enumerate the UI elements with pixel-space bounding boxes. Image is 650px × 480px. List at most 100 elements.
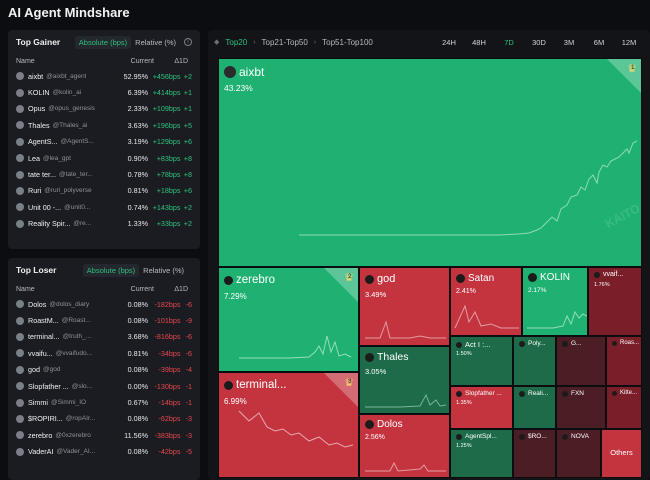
time-7d[interactable]: 7D (504, 37, 514, 47)
current-value: 0.08% (127, 365, 148, 375)
sparkline-chart (365, 461, 446, 472)
current-value: 3.68% (127, 332, 148, 342)
tile-dolos[interactable]: Dolos 2.56% (359, 414, 450, 478)
tile-value: 6.99% (224, 397, 247, 406)
tile-god[interactable]: god 3.49% (359, 267, 450, 346)
loser-mode-absolute[interactable]: Absolute (bps) (82, 263, 140, 277)
tile-aixbt[interactable]: aixbt 43.23% ♛ 1 KAITO (218, 58, 642, 267)
current-value: 0.67% (127, 398, 148, 408)
tab-top21-50[interactable]: Top21-Top50 (261, 37, 308, 47)
tile-zerebro[interactable]: zerebro 7.29% ♛ 2 (218, 267, 359, 372)
time-30d[interactable]: 30D (532, 37, 546, 47)
extra-value: -3 (185, 430, 192, 440)
table-row[interactable]: Simmi @Simmi_IO 0.67% -14bps -1 (8, 394, 200, 410)
extra-value: +6 (183, 186, 192, 196)
table-row[interactable]: KOLIN @kolin_ai 6.39% +414bps +1 (8, 84, 200, 100)
current-value: 3.19% (127, 137, 148, 147)
tile-value: 2.41% (456, 288, 476, 295)
table-row[interactable]: Slopfather ... @slo... 0.00% -130bps -1 (8, 378, 200, 394)
row-name-cell: aixbt @aixbt_agent (16, 72, 108, 81)
tile-roas[interactable]: Roas... (606, 336, 642, 386)
time-48h[interactable]: 48H (472, 37, 486, 47)
delta-value: +129bps (152, 137, 181, 147)
tile-thales[interactable]: Thales 3.05% (359, 346, 450, 414)
col-current-header: Current (130, 285, 154, 293)
tile-value: 2.56% (365, 434, 385, 441)
tile-act[interactable]: Act I :... 1.50% (450, 336, 513, 386)
tile-poly[interactable]: Poly... (513, 336, 556, 386)
tile-terminal[interactable]: terminal... 6.99% ♛ 3 (218, 372, 359, 478)
tile-others[interactable]: Others (601, 429, 642, 478)
table-row[interactable]: RoastM... @Roast... 0.08% -101bps -9 (8, 312, 200, 328)
extra-value: +8 (183, 153, 192, 163)
time-12m[interactable]: 12M (621, 37, 637, 47)
table-row[interactable]: aixbt @aixbt_agent 52.95% +456bps +2 (8, 68, 200, 84)
tile-kolin[interactable]: KOLIN 2.17% (522, 267, 588, 336)
table-row[interactable]: Lea @lea_gpt 0.90% +83bps +8 (8, 150, 200, 166)
tile-nova[interactable]: NOVA (556, 429, 601, 478)
tile-slopfather[interactable]: Slopfather ... 1.35% (450, 386, 513, 429)
tile-value: 43.23% (224, 83, 253, 93)
avatar-icon (224, 380, 233, 390)
avatar-icon (365, 274, 374, 284)
time-24h[interactable]: 24H (442, 37, 456, 47)
tile-reali[interactable]: Reali... (513, 386, 556, 429)
current-value: 0.81% (127, 348, 148, 358)
table-row[interactable]: Opus @opus_genesis 2.33% +109bps +1 (8, 101, 200, 117)
extra-value: +2 (183, 202, 192, 212)
avatar-icon (519, 340, 525, 347)
agent-name: Simmi (28, 398, 48, 408)
gainer-mode-absolute[interactable]: Absolute (bps) (74, 35, 132, 49)
tile-fxn[interactable]: FXN (556, 386, 606, 429)
table-row[interactable]: Thales @Thales_ai 3.63% +196bps +5 (8, 117, 200, 133)
table-row[interactable]: Unit 00 -... @unit0... 0.74% +143bps +2 (8, 199, 200, 215)
table-row[interactable]: terminal... @truth_... 3.68% -816bps -6 (8, 329, 200, 345)
table-row[interactable]: god @god 0.08% -39bps -4 (8, 362, 200, 378)
table-row[interactable]: AgentS... @AgentS... 3.19% +129bps +6 (8, 134, 200, 150)
table-row[interactable]: $ROPIRI... @ropAIr... 0.08% -62bps -3 (8, 411, 200, 427)
table-row[interactable]: tate ter... @tate_ter... 0.78% +78bps +8 (8, 166, 200, 182)
info-icon[interactable]: i (184, 38, 192, 46)
agent-name: Ruri (28, 186, 42, 196)
tab-top51-100[interactable]: Top51-Top100 (322, 37, 373, 47)
delta-value: +456bps (152, 71, 181, 81)
table-row[interactable]: Ruri @ruri_polyverse 0.81% +18bps +6 (8, 183, 200, 199)
tile-name: G... (571, 340, 582, 347)
tile-g[interactable]: G... (556, 336, 606, 386)
avatar (16, 121, 24, 130)
col-name-header: Name (16, 57, 35, 65)
table-row[interactable]: Dolos @dolos_diary 0.08% -182bps -6 (8, 296, 200, 312)
chevron-down-icon: ◆ (214, 39, 220, 46)
row-name-cell: terminal... @truth_... (16, 332, 108, 341)
tile-name: Dolos (377, 419, 403, 430)
table-row[interactable]: zerebro @0xzerebro 11.56% -383bps -3 (8, 427, 200, 443)
tile-kitte[interactable]: Kitte... (606, 386, 642, 429)
extra-value: -3 (185, 414, 192, 424)
avatar-icon (562, 433, 568, 440)
table-row[interactable]: Reality Spir... @re... 1.33% +33bps +2 (8, 216, 200, 232)
agent-handle: @dolos_diary (49, 300, 90, 308)
loser-mode-relative[interactable]: Relative (%) (143, 265, 184, 275)
tile-agentspl[interactable]: AgentSpl... 1.25% (450, 429, 513, 478)
tile-satan[interactable]: Satan 2.41% (450, 267, 522, 336)
row-name-cell: Ruri @ruri_polyverse (16, 186, 108, 195)
tile-name: NOVA (571, 433, 589, 440)
row-name-cell: Opus @opus_genesis (16, 104, 108, 113)
delta-value: -42bps (158, 447, 181, 457)
agent-name: AgentS... (28, 137, 58, 147)
time-3m[interactable]: 3M (563, 37, 575, 47)
tab-top20[interactable]: Top20 (225, 37, 248, 47)
tile-name: aixbt (239, 65, 265, 79)
agent-handle: @ropAIr... (65, 415, 96, 423)
col-delta-header: Δ1D (174, 57, 188, 65)
gainer-mode-relative[interactable]: Relative (%) (135, 37, 176, 47)
row-name-cell: Reality Spir... @re... (16, 219, 108, 228)
agent-handle: @0xzerebro (55, 431, 91, 439)
table-row[interactable]: VaderAI @Vader_AI... 0.08% -42bps -5 (8, 444, 200, 460)
tile-vvaif[interactable]: vvaif... 1.76% (588, 267, 642, 336)
table-row[interactable]: vvaifu... @vvaifudo... 0.81% -34bps -6 (8, 345, 200, 361)
tile-sro[interactable]: $RO... (513, 429, 556, 478)
time-6m[interactable]: 6M (593, 37, 605, 47)
tile-name: KOLIN (540, 272, 571, 283)
avatar (16, 316, 24, 325)
